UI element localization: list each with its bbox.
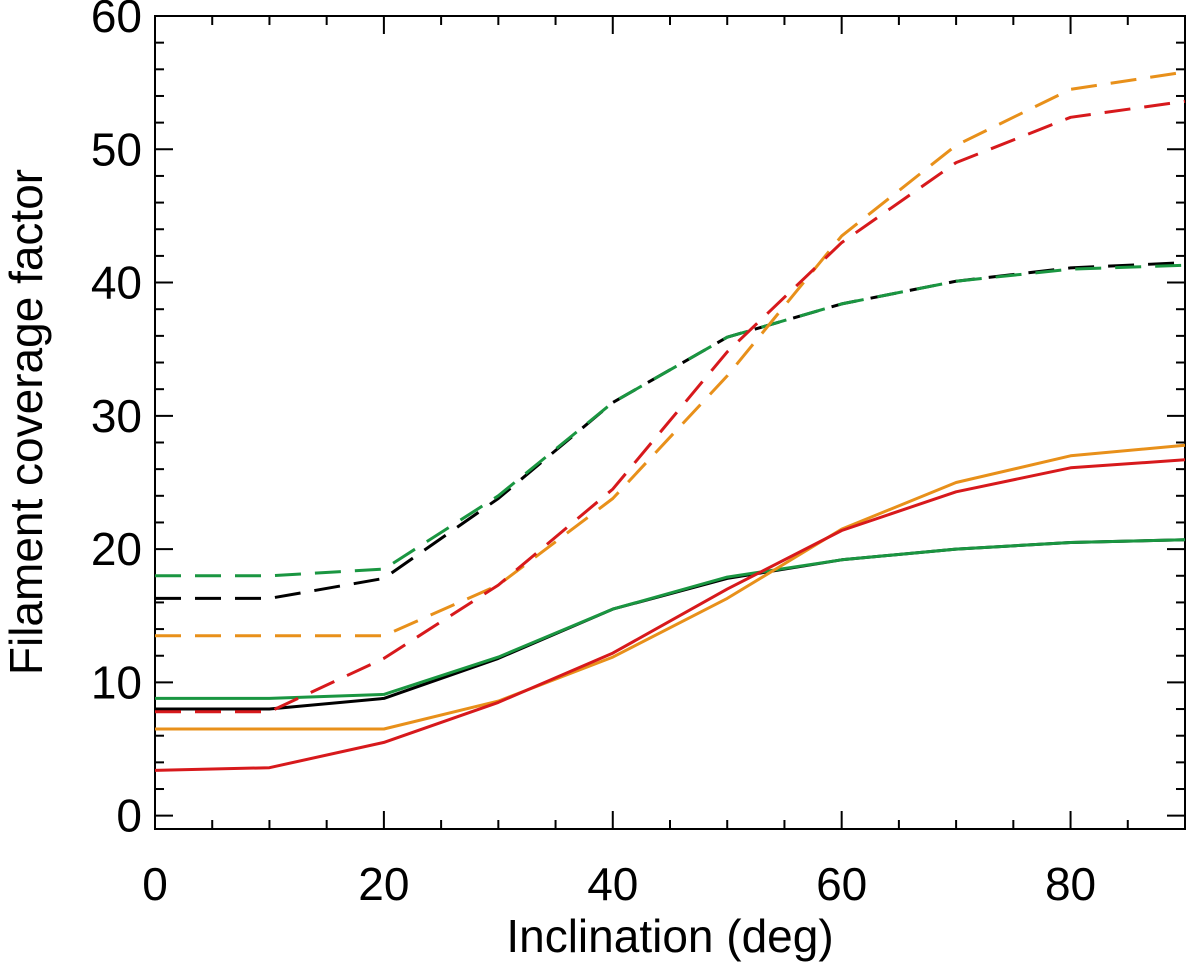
y-tick-label: 30 xyxy=(91,390,142,442)
y-tick-label: 50 xyxy=(91,123,142,175)
y-tick-label: 10 xyxy=(91,656,142,708)
x-tick-label: 60 xyxy=(816,858,867,910)
y-tick-label: 60 xyxy=(91,0,142,42)
y-axis-title: Filament coverage factor xyxy=(0,169,52,675)
series-line-green-dashed xyxy=(155,263,1186,578)
tick-labels: 0 20 40 60 80 0 10 20 30 40 50 60 xyxy=(91,0,1096,910)
y-tick-label: 40 xyxy=(91,257,142,309)
x-tick-label: 80 xyxy=(1045,858,1096,910)
y-tick-label: 0 xyxy=(116,790,142,842)
y-tick-label: 20 xyxy=(91,523,142,575)
series-line-green-solid xyxy=(155,538,1186,700)
x-axis-title: Inclination (deg) xyxy=(506,910,833,962)
series-line-orange-solid xyxy=(155,443,1186,731)
x-tick-label: 0 xyxy=(142,858,168,910)
x-tick-label: 20 xyxy=(358,858,409,910)
series-line-red-solid xyxy=(154,458,1186,772)
series-line-black-solid xyxy=(155,538,1186,711)
series-group xyxy=(154,70,1186,772)
x-tick-label: 40 xyxy=(587,858,638,910)
series-line-black-dashed xyxy=(155,261,1186,600)
series-line-orange-dashed xyxy=(155,70,1186,638)
axis-ticks xyxy=(154,15,1186,829)
series-line-red-dashed xyxy=(155,99,1186,714)
